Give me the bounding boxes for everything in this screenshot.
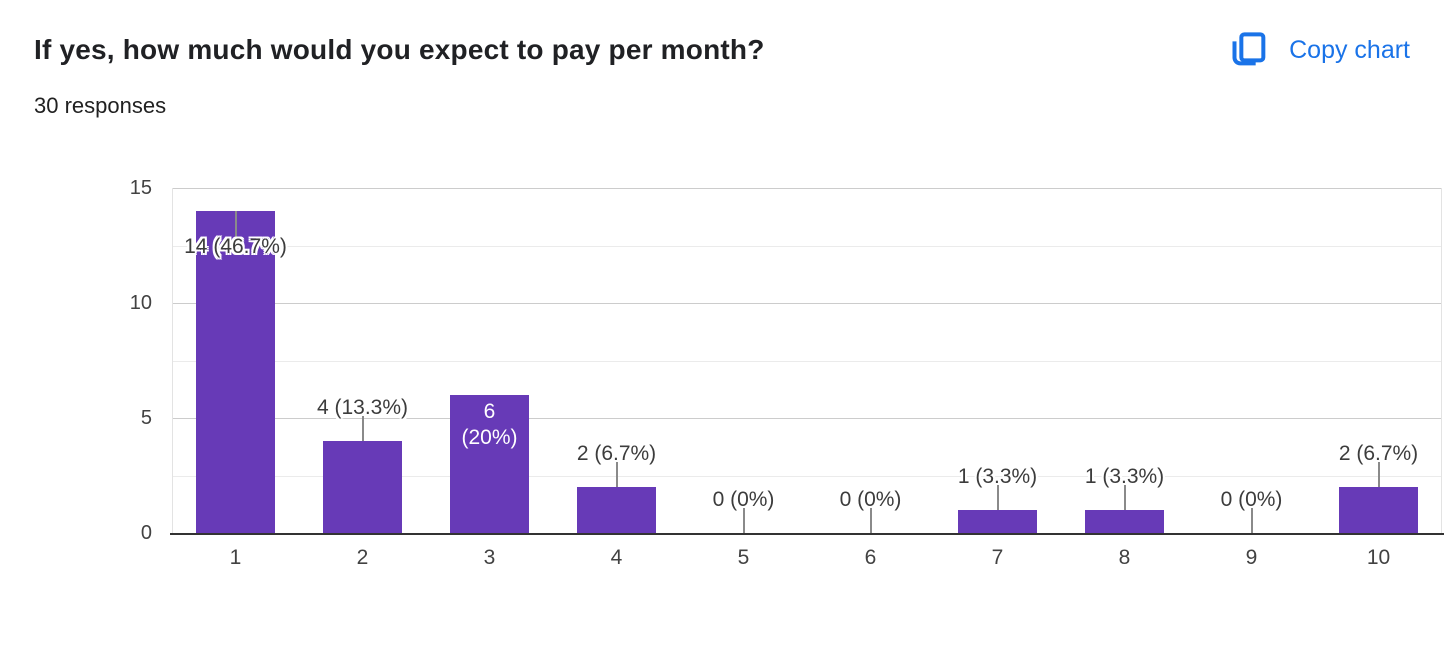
bar-label: 0 (0%) [839, 488, 902, 511]
major-gridline [172, 188, 1442, 189]
x-tick-label: 10 [1366, 546, 1391, 569]
bar-label: 6 (20%) [461, 400, 518, 449]
x-tick-label: 5 [737, 546, 750, 569]
copy-chart-button[interactable]: Copy chart [1226, 28, 1412, 72]
bar-label: 14 (46.7%) [184, 235, 287, 258]
bar[interactable] [577, 487, 656, 533]
x-tick-label: 3 [483, 546, 496, 569]
leader-line [615, 462, 618, 487]
leader-line [361, 416, 364, 441]
bar-label: 0 (0%) [712, 488, 775, 511]
bar-chart-plot-area: 14 (46.7%) 4 (13.3%) 6 (20%) 2 (6.7%) 0 (0%)… [170, 188, 1444, 535]
copy-chart-label: Copy chart [1289, 35, 1410, 64]
bar-label: 1 (3.3%) [957, 465, 1038, 488]
responses-count: 30 responses [34, 93, 167, 118]
x-axis-line [170, 533, 1444, 535]
bar[interactable] [196, 211, 275, 533]
x-tick-label: 2 [356, 546, 369, 569]
x-tick-label: 6 [864, 546, 877, 569]
x-tick-label: 4 [610, 546, 623, 569]
bar-label: 0 (0%) [1220, 488, 1283, 511]
major-gridline [172, 303, 1442, 304]
bar[interactable] [323, 441, 402, 533]
bar[interactable] [1339, 487, 1418, 533]
major-gridline [172, 418, 1442, 419]
x-tick-label: 9 [1245, 546, 1258, 569]
x-tick-label: 8 [1118, 546, 1131, 569]
leader-line [1123, 485, 1126, 510]
bar-label: 4 (13.3%) [316, 396, 409, 419]
y-tick-label: 10 [129, 292, 152, 314]
plot-border [1441, 188, 1442, 533]
leader-line [742, 508, 745, 533]
leader-line [1250, 508, 1253, 533]
bar-label: 1 (3.3%) [1084, 465, 1165, 488]
leader-line [1377, 462, 1380, 487]
x-tick-label: 7 [991, 546, 1004, 569]
bar[interactable] [450, 395, 529, 533]
minor-gridline [172, 360, 1442, 362]
y-tick-label: 5 [140, 407, 152, 429]
plot-border [172, 188, 173, 533]
bar-label: 2 (6.7%) [1338, 442, 1419, 465]
x-tick-label: 1 [229, 546, 242, 569]
y-tick-label: 0 [140, 522, 152, 544]
page-title: If yes, how much would you expect to pay… [34, 34, 765, 65]
minor-gridline [172, 245, 1442, 247]
bar-label: 2 (6.7%) [576, 442, 657, 465]
bar[interactable] [958, 510, 1037, 533]
minor-gridline [172, 475, 1442, 477]
leader-line [234, 211, 237, 237]
bar[interactable] [1085, 510, 1164, 533]
leader-line [996, 485, 999, 510]
y-tick-label: 15 [129, 177, 152, 199]
copy-icon [1228, 30, 1268, 70]
leader-line [869, 508, 872, 533]
